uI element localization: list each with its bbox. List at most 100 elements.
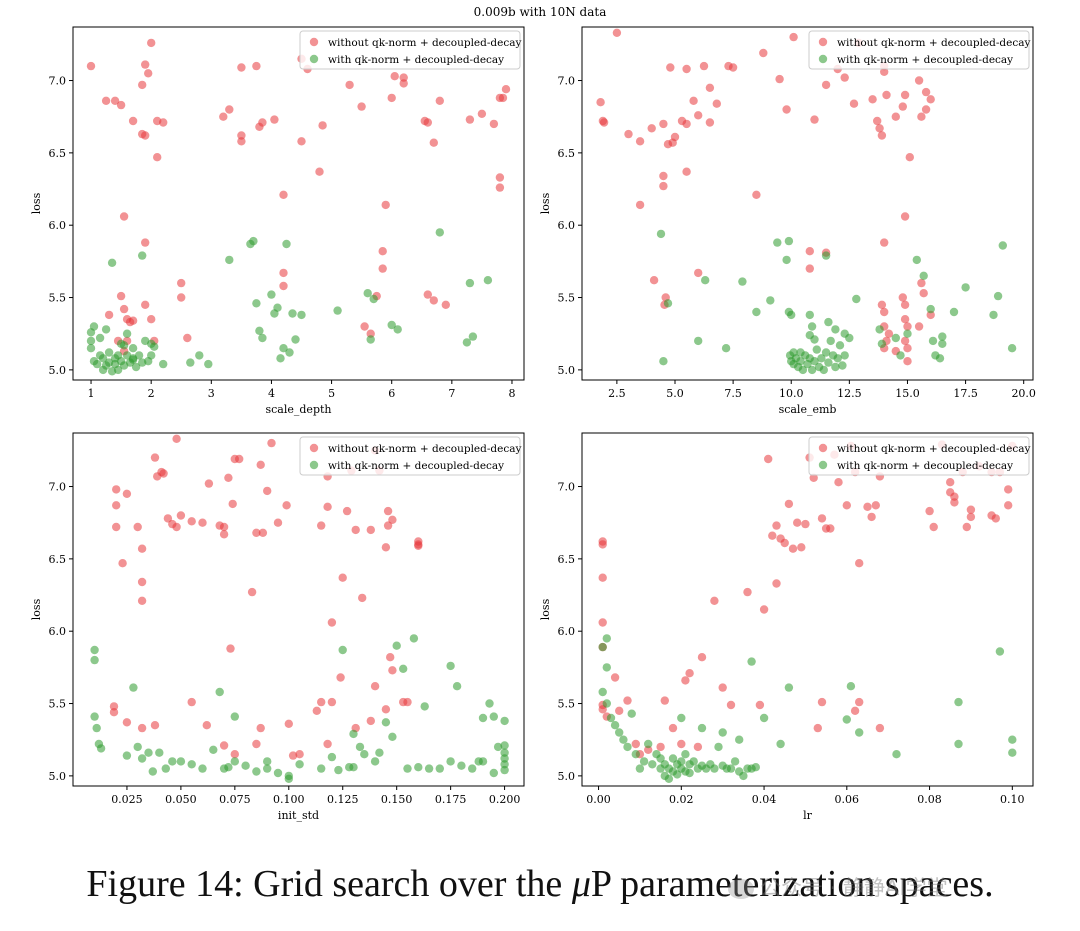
scatter-point: [681, 676, 690, 685]
scatter-point: [409, 634, 419, 643]
scatter-point: [128, 355, 138, 364]
scatter-point: [846, 682, 856, 691]
scatter-point: [500, 760, 509, 769]
scatter-point: [489, 119, 499, 129]
scatter-point: [383, 506, 393, 516]
scatter-point: [896, 351, 905, 360]
scatter-point: [252, 299, 261, 308]
scatter-point: [598, 573, 607, 582]
scatter-point: [122, 718, 132, 727]
caption-suffix: P parameterization spaces.: [590, 863, 994, 905]
scatter-point: [821, 348, 831, 357]
x-tick-label: 0.150: [381, 793, 413, 806]
scatter-point: [465, 115, 475, 124]
scatter-point: [656, 229, 666, 239]
scatter-point: [147, 38, 156, 48]
x-tick-label: 2.5: [608, 387, 626, 400]
scatter-point: [805, 247, 814, 256]
scatter-point: [599, 118, 609, 127]
scatter-point: [898, 102, 907, 111]
y-axis-label: loss: [30, 192, 43, 214]
scatter-point: [399, 73, 408, 82]
scatter-point: [399, 664, 408, 673]
watermark-text: 公众号 · 静静AI学堂: [760, 876, 948, 900]
scatter-point: [252, 61, 261, 71]
figure-suptitle: 0.009b with 10N data: [474, 5, 607, 19]
scatter-point: [334, 765, 343, 775]
y-tick-label: 5.5: [558, 292, 576, 305]
scatter-point: [147, 351, 156, 360]
legend-label: with qk-norm + decoupled-decay: [328, 460, 504, 472]
scatter-point: [279, 268, 288, 278]
scatter-point: [295, 760, 304, 769]
scatter-point: [824, 358, 833, 367]
scatter-point: [489, 768, 498, 778]
scatter-point: [670, 132, 680, 142]
scatter-point: [159, 118, 168, 127]
scatter-point: [349, 729, 358, 739]
scatter-point: [237, 131, 246, 140]
legend: without qk-norm + decoupled-decay with qk…: [808, 436, 1030, 476]
scatter-point: [90, 712, 99, 721]
legend-marker: [309, 37, 319, 47]
legend-label: without qk-norm + decoupled-decay: [837, 443, 1030, 455]
figure-canvas: 0.009b with 10N data 1 2 3 4 5 6 7 8 5.0 5.5 6.0 6.…: [30, 5, 1036, 822]
scatter-point: [950, 498, 959, 507]
scatter-point: [710, 764, 719, 773]
scatter-point: [966, 505, 976, 514]
scatter-point: [615, 706, 624, 715]
scatter-point: [424, 764, 434, 773]
scatter-point: [204, 479, 214, 488]
scatter-point: [119, 304, 129, 314]
scatter-point: [898, 293, 907, 302]
series-without-qk-norm: [598, 440, 1017, 759]
scatter-point: [689, 757, 698, 766]
scatter-point: [209, 745, 218, 754]
scatter-point: [284, 771, 293, 781]
scatter-point: [938, 339, 947, 348]
scatter-point: [835, 341, 845, 350]
scatter-point: [855, 559, 864, 568]
scatter-point: [656, 754, 665, 763]
scatter-point: [619, 735, 628, 744]
scatter-point: [1004, 485, 1013, 494]
scatter-point: [842, 715, 851, 724]
scatter-point: [500, 741, 509, 750]
scatter-point: [694, 111, 703, 120]
scatter-point: [903, 322, 912, 331]
legend-marker: [818, 443, 828, 453]
scatter-point: [917, 278, 926, 288]
scatter-point: [383, 521, 393, 530]
y-axis-label: loss: [539, 598, 552, 620]
scatter-point: [150, 342, 159, 351]
scatter-point: [288, 751, 298, 760]
scatter-point: [252, 739, 261, 749]
scatter-point: [392, 641, 401, 650]
scatter-point: [387, 320, 396, 330]
scatter-point: [369, 294, 378, 304]
scatter-point: [776, 739, 785, 749]
y-tick-label: 6.0: [49, 219, 67, 232]
scatter-point: [452, 682, 462, 691]
x-tick-label: 0.125: [327, 793, 359, 806]
scatter-point: [252, 767, 261, 776]
scatter-point: [435, 96, 444, 106]
scatter-point: [648, 760, 657, 769]
scatter-point: [327, 752, 337, 762]
legend-label: with qk-norm + decoupled-decay: [328, 54, 504, 66]
scatter-point: [399, 79, 408, 88]
scatter-point: [821, 251, 831, 260]
scatter-point: [98, 354, 108, 363]
scatter-point: [612, 28, 622, 37]
x-tick-label: 0.00: [586, 793, 611, 806]
y-tick-label: 7.0: [49, 75, 67, 88]
scatter-point: [903, 329, 912, 338]
scatter-point: [137, 577, 147, 587]
scatter-point: [875, 124, 884, 133]
scatter-point: [215, 687, 224, 697]
scatter-point: [644, 739, 653, 749]
scatter-point: [850, 706, 860, 715]
scatter-point: [202, 721, 211, 730]
scatter-point: [230, 712, 239, 721]
scatter-point: [86, 344, 96, 353]
